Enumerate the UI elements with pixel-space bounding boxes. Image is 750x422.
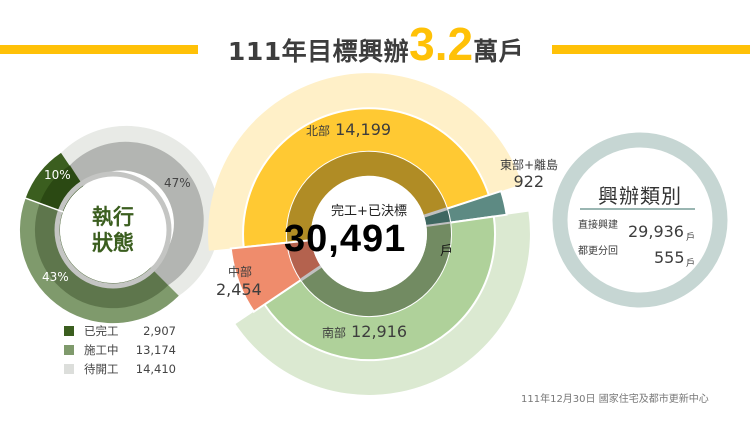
type-row-value: 555: [654, 248, 685, 267]
title-rule-right: [552, 45, 750, 54]
region-value: 2,454: [216, 280, 262, 299]
north-outer: [208, 73, 523, 251]
legend-value: 13,174: [135, 343, 176, 357]
center-caption: 完工+已決標: [331, 204, 407, 219]
type-row-label: 直接興建: [578, 220, 618, 231]
legend-swatch-pending: [64, 364, 74, 374]
type-row-unit: 戶: [686, 259, 696, 269]
percent-in-progress: 43%: [42, 270, 69, 284]
type-row-label: 都更分回: [578, 246, 618, 257]
region-sunburst: [208, 73, 530, 395]
region-value: 922: [513, 172, 544, 191]
region-value: 14,199: [335, 120, 392, 139]
legend-label: 已完工: [84, 324, 119, 338]
legend-label: 施工中: [84, 343, 119, 357]
source-footer: 111年12月30日 國家住宅及都市更新中心: [521, 394, 709, 405]
legend-item: 施工中 13,174: [64, 342, 176, 361]
status-center-line1: 執行: [92, 205, 134, 229]
region-label-north: 北部 14,199: [306, 120, 391, 139]
legend-value: 14,410: [135, 362, 176, 376]
region-value: 12,916: [351, 322, 408, 341]
type-row-unit: 戶: [686, 233, 696, 243]
center-unit: 戶: [440, 244, 454, 259]
title-suffix: 萬戶: [473, 37, 525, 66]
region-name: 南部: [322, 326, 347, 340]
south-outer: [235, 211, 530, 395]
region-name: 東部+離島: [499, 158, 558, 172]
region-name: 北部: [306, 124, 331, 138]
legend-swatch-completed: [64, 326, 74, 336]
title-number: 3.2: [409, 18, 474, 70]
status-donut: [19, 125, 220, 324]
status-center-line2: 狀態: [92, 231, 134, 255]
type-ring: [552, 132, 728, 308]
center-total: 30,491: [284, 218, 407, 260]
region-label-east: 東部+離島 922: [490, 158, 558, 192]
legend-swatch-in-progress: [64, 345, 74, 355]
region-name: 中部: [228, 265, 253, 279]
page-title: 111年目標興辦3.2萬戶: [200, 21, 552, 68]
type-row-value: 29,936: [628, 222, 684, 241]
legend-item: 待開工 14,410: [64, 361, 176, 380]
region-label-south: 南部 12,916: [322, 322, 407, 341]
legend-label: 待開工: [84, 362, 119, 376]
title-rule-left: [0, 45, 198, 54]
percent-pending: 47%: [164, 176, 191, 190]
percent-completed: 10%: [44, 168, 71, 182]
status-center-label: 執行 狀態: [83, 204, 143, 256]
type-title: 興辦類別: [598, 184, 682, 208]
title-prefix: 111年目標興辦: [227, 37, 410, 66]
legend-value: 2,907: [143, 324, 176, 338]
legend-item: 已完工 2,907: [64, 323, 176, 342]
region-label-central: 中部 2,454: [216, 264, 262, 300]
status-legend: 已完工 2,907 施工中 13,174 待開工 14,410: [64, 323, 176, 380]
